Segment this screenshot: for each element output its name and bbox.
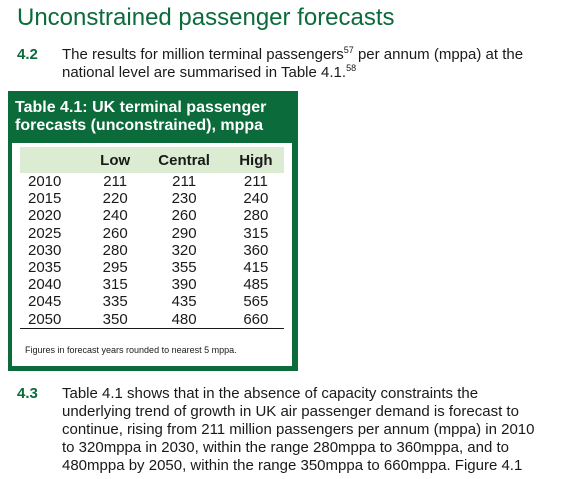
table-title: Table 4.1: UK terminal passenger forecas… xyxy=(15,99,267,134)
table-4-1-panel: Table 4.1: UK terminal passenger forecas… xyxy=(8,91,298,371)
table-row: 2035 295 355 415 xyxy=(20,259,284,276)
cell-central: 480 xyxy=(140,310,228,329)
header-year xyxy=(20,147,90,173)
paragraph-4-3: 4.3 Table 4.1 shows that in the absence … xyxy=(17,385,547,475)
table-footnote: Figures in forecast years rounded to nea… xyxy=(25,345,237,355)
cell-central: 211 xyxy=(172,173,197,191)
paragraph-text-middle: per annum (mppa) at the national level a… xyxy=(62,46,524,81)
row-year: 2025 xyxy=(28,224,62,242)
cell-low: 240 xyxy=(102,207,128,225)
paragraph-text-start: The results for million terminal passeng… xyxy=(62,46,344,63)
cell-central: 260 xyxy=(171,207,197,225)
paragraph-4-2: 4.2 The results for million terminal pas… xyxy=(17,46,557,82)
table-row: 2020 240 260 280 xyxy=(20,207,284,224)
table-header-row: Low Central High xyxy=(20,147,284,173)
cell-high: 211 xyxy=(243,173,268,191)
paragraph-text: Table 4.1 shows that in the absence of c… xyxy=(62,385,535,474)
cell-low: 295 xyxy=(102,259,128,277)
paragraph-number: 4.2 xyxy=(17,46,38,63)
cell-high: 485 xyxy=(243,276,269,294)
header-central: Central xyxy=(140,147,228,173)
forecast-table: Low Central High 2010 211 211 211 2015 220 230… xyxy=(20,147,284,329)
row-year: 2015 xyxy=(28,190,62,208)
cell-low: 211 xyxy=(103,173,128,191)
cell-high: 415 xyxy=(243,259,269,277)
table-row: 2040 315 390 485 xyxy=(20,276,284,293)
cell-central: 230 xyxy=(171,190,197,208)
cell-low: 350 xyxy=(89,310,141,329)
cell-central: 320 xyxy=(171,241,197,259)
table-row: 2045 335 435 565 xyxy=(20,293,284,310)
cell-central: 390 xyxy=(171,276,197,294)
row-year: 2035 xyxy=(28,259,62,277)
table-row: 2050 350 480 660 xyxy=(20,310,284,329)
cell-low: 335 xyxy=(102,293,128,311)
cell-central: 355 xyxy=(171,259,197,277)
paragraph-number: 4.3 xyxy=(17,385,38,402)
section-title: Unconstrained passenger forecasts xyxy=(17,4,395,31)
table-row: 2025 260 290 315 xyxy=(20,225,284,242)
cell-high: 240 xyxy=(243,190,269,208)
cell-low: 220 xyxy=(102,190,128,208)
cell-high: 315 xyxy=(243,224,269,242)
cell-high: 565 xyxy=(243,293,269,311)
footnote-ref-57[interactable]: 57 xyxy=(343,45,354,55)
header-high: High xyxy=(227,147,284,173)
cell-low: 280 xyxy=(102,241,128,259)
table-row: 2030 280 320 360 xyxy=(20,242,284,259)
cell-central: 290 xyxy=(171,224,197,242)
cell-low: 260 xyxy=(102,224,128,242)
row-year: 2040 xyxy=(28,276,62,294)
cell-high: 360 xyxy=(243,241,269,259)
row-year: 2030 xyxy=(28,241,62,259)
cell-low: 315 xyxy=(102,276,128,294)
paragraph-text: The results for million terminal passeng… xyxy=(62,46,557,82)
table-body-panel: Low Central High 2010 211 211 211 2015 220 230… xyxy=(12,143,292,366)
row-year: 2010 xyxy=(28,173,62,191)
row-year: 2045 xyxy=(28,293,62,311)
table-row: 2010 211 211 211 xyxy=(20,173,284,190)
cell-high: 660 xyxy=(227,310,284,329)
header-low: Low xyxy=(89,147,141,173)
row-year: 2020 xyxy=(28,207,62,225)
footnote-ref-58[interactable]: 58 xyxy=(346,63,357,73)
cell-high: 280 xyxy=(243,207,269,225)
cell-central: 435 xyxy=(171,293,197,311)
table-row: 2015 220 230 240 xyxy=(20,190,284,207)
row-year: 2050 xyxy=(20,310,90,329)
